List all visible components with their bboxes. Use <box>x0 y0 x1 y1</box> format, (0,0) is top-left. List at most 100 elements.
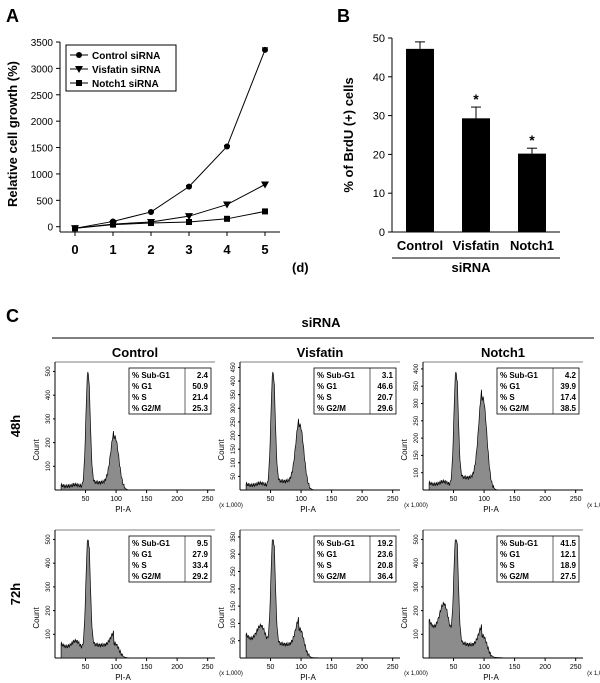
flow-stat-value: 23.6 <box>377 550 393 559</box>
flow-x-scale-label: (x 1,000) <box>404 503 428 509</box>
flow-row-label: 48h <box>8 415 23 437</box>
brdu-y-tick-label: 30 <box>373 111 385 123</box>
flow-stat-label: % G2/M <box>500 572 529 581</box>
flow-x-axis-label: PI-A <box>300 673 316 682</box>
flow-y-tick-label: 350 <box>231 531 237 542</box>
flow-y-tick-label: 300 <box>414 581 420 592</box>
flow-stat-value: 2.4 <box>197 371 209 380</box>
flow-x-tick-label: 150 <box>326 664 338 671</box>
flow-panel-48h-control: 50 100 150 200 250 PI-A (x 1,000) 100 200 300 400 5… <box>32 361 243 514</box>
growth-legend-label: Control siRNA <box>92 51 160 62</box>
flow-stats-box <box>128 367 212 415</box>
flow-y-tick-label: 500 <box>46 366 52 377</box>
flow-stat-label: % Sub-G1 <box>317 539 355 548</box>
flow-stat-value: 27.9 <box>192 550 208 559</box>
growth-series-line-0 <box>74 49 266 229</box>
flow-stat-label: % G2/M <box>132 404 161 413</box>
flow-histogram-area <box>428 539 503 659</box>
growth-data-point <box>186 218 192 225</box>
brdu-y-tick-label: 10 <box>373 188 385 200</box>
brdu-category-label: Notch1 <box>510 238 554 253</box>
flow-y-tick-label: 50 <box>231 637 237 644</box>
flow-stat-label: % S <box>500 561 515 570</box>
flow-stat-value: 3.1 <box>382 371 394 380</box>
flow-y-tick-label: 200 <box>231 430 237 441</box>
growth-data-point <box>223 201 231 209</box>
flow-y-axis-label: Count <box>217 607 226 629</box>
flow-column-label: Control <box>112 345 158 360</box>
growth-y-tick-label: 500 <box>36 196 53 207</box>
flow-y-tick-label: 100 <box>414 467 420 478</box>
brdu-bar <box>518 153 546 232</box>
flow-x-scale-label: (x 1,000) <box>587 671 600 677</box>
flow-stat-value: 41.5 <box>560 539 576 548</box>
flow-panel-48h-visfatin: 50 100 150 200 250 PI-A (x 1,000) 50 100 150 200 25… <box>217 361 428 514</box>
flow-x-tick-label: 200 <box>539 664 551 671</box>
flow-stats-box <box>313 535 397 583</box>
flow-x-tick-label: 50 <box>450 496 458 503</box>
flow-histogram-area <box>60 371 135 491</box>
flow-x-tick-label: 250 <box>202 496 214 503</box>
growth-x-tick-label: 4 <box>223 242 231 257</box>
flow-x-tick-label: 50 <box>82 664 90 671</box>
flow-x-tick-label: 250 <box>570 664 582 671</box>
flow-x-axis-label: PI-A <box>300 505 316 514</box>
panel-c-label: C <box>6 306 19 326</box>
growth-data-point <box>224 215 230 222</box>
flow-y-tick-label: 200 <box>414 432 420 443</box>
growth-y-tick-label: 1500 <box>31 144 54 155</box>
growth-data-point <box>148 208 154 215</box>
flow-y-axis-label: Count <box>400 607 409 629</box>
flow-stat-label: % Sub-G1 <box>500 539 538 548</box>
flow-stat-value: 36.4 <box>377 572 393 581</box>
flow-histogram-area <box>245 371 320 491</box>
flow-stat-label: % S <box>500 393 515 402</box>
flow-x-tick-label: 200 <box>356 496 368 503</box>
brdu-y-tick-label: 40 <box>373 72 385 84</box>
flow-y-tick-label: 350 <box>414 381 420 392</box>
flow-y-tick-label: 500 <box>414 534 420 545</box>
brdu-category-label: Control <box>397 238 443 253</box>
brdu-y-tick-label: 50 <box>373 33 385 45</box>
flow-y-tick-label: 250 <box>231 566 237 577</box>
flow-stat-value: 9.5 <box>197 539 209 548</box>
flow-panel-48h-notch1: 50 100 150 200 250 PI-A (x 1,000) 100 150 200 250 3… <box>400 361 600 514</box>
flow-stat-label: % Sub-G1 <box>132 539 170 548</box>
growth-data-point <box>224 143 230 150</box>
growth-x-tick-label: 3 <box>185 242 192 257</box>
flow-stat-label: % G2/M <box>317 404 346 413</box>
flow-stat-label: % Sub-G1 <box>317 371 355 380</box>
flow-x-tick-label: 150 <box>326 496 338 503</box>
flow-x-tick-label: 100 <box>110 664 122 671</box>
flow-y-axis-label: Count <box>32 607 41 629</box>
growth-y-axis-label: Relative cell growth (%) <box>5 61 20 207</box>
flow-y-tick-label: 300 <box>231 549 237 560</box>
panel-a-label: A <box>6 6 19 26</box>
flow-stat-value: 20.8 <box>377 561 393 570</box>
growth-y-tick-label: 3000 <box>31 64 54 75</box>
brdu-significance-mark: * <box>473 91 479 107</box>
flow-histogram-area <box>428 371 503 491</box>
flow-y-tick-label: 300 <box>46 413 52 424</box>
flow-x-axis-label: PI-A <box>483 673 499 682</box>
growth-data-point <box>110 221 116 228</box>
flow-x-tick-label: 200 <box>539 496 551 503</box>
flow-y-tick-label: 400 <box>414 363 420 374</box>
flow-row-label: 72h <box>8 583 23 605</box>
flow-stat-label: % G2/M <box>132 572 161 581</box>
flow-stat-label: % Sub-G1 <box>500 371 538 380</box>
growth-data-point <box>148 220 154 227</box>
flow-x-tick-label: 200 <box>171 496 183 503</box>
brdu-y-axis-label: % of BrdU (+) cells <box>341 77 356 192</box>
flow-x-tick-label: 150 <box>141 496 153 503</box>
growth-y-tick-label: 3500 <box>31 38 54 49</box>
flow-stat-label: % Sub-G1 <box>132 371 170 380</box>
flow-y-tick-label: 150 <box>414 450 420 461</box>
flow-y-tick-label: 400 <box>46 558 52 569</box>
flow-stat-label: % G1 <box>500 550 521 559</box>
flow-y-tick-label: 300 <box>414 398 420 409</box>
growth-series-line-1 <box>74 184 266 229</box>
flow-stat-label: % G2/M <box>317 572 346 581</box>
flow-stat-value: 50.9 <box>192 382 208 391</box>
flow-x-scale-label: (x 1,000) <box>404 671 428 677</box>
